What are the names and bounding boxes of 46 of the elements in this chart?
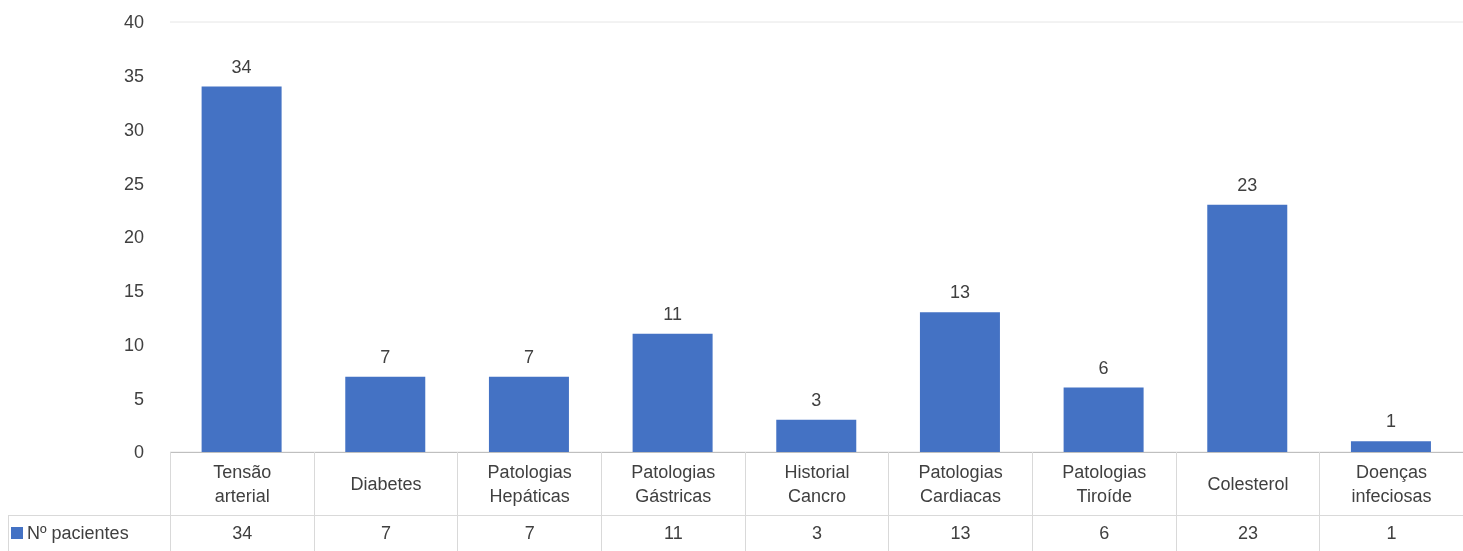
y-tick-label: 20 [123, 227, 144, 248]
x-tick-label: Doenças infeciosas [1319, 452, 1463, 516]
annotation: 7 [380, 346, 391, 367]
data-label: 3 [745, 515, 889, 551]
data-label: 23 [1176, 515, 1320, 551]
data-label: 11 [601, 515, 746, 551]
bar [919, 312, 1000, 452]
annotation: 3 [811, 389, 822, 410]
y-tick-label: 0 [133, 442, 144, 463]
data-label: 34 [170, 515, 315, 551]
annotation: 11 [663, 303, 682, 324]
bar [776, 419, 857, 452]
x-tick-label: Patologias Tiroíde [1032, 452, 1177, 516]
data-label: 6 [1032, 515, 1177, 551]
data-label: 13 [888, 515, 1033, 551]
x-tick-label: Historial Cancro [745, 452, 889, 516]
data-label: 1 [1319, 515, 1463, 551]
y-tick-label: 10 [123, 334, 144, 355]
bar [1350, 441, 1431, 452]
y-tick-label: 40 [123, 12, 144, 33]
y-tick-label: 30 [123, 119, 144, 140]
bar [632, 333, 713, 452]
annotation: 23 [1237, 174, 1258, 195]
y-tick-label: 15 [123, 281, 144, 302]
data-label: 7 [314, 515, 458, 551]
x-tick-label: Tensão arterial [170, 452, 315, 516]
legend-label: Nº pacientes [27, 523, 129, 543]
annotation: 13 [949, 282, 970, 303]
annotation: 1 [1385, 411, 1396, 432]
annotation: 6 [1098, 357, 1109, 378]
x-tick-label: Patologias Cardiacas [888, 452, 1033, 516]
y-tick-label: 35 [123, 66, 144, 87]
data-label: 7 [457, 515, 602, 551]
annotation: 7 [523, 346, 534, 367]
bar [201, 86, 282, 452]
x-tick-label: Patologias Gástricas [601, 452, 746, 516]
bar [488, 376, 569, 452]
bar [1063, 387, 1144, 452]
bar [1207, 204, 1288, 452]
y-tick-label: 5 [133, 388, 144, 409]
y-tick-label: 25 [123, 173, 144, 194]
x-tick-label: Colesterol [1176, 452, 1320, 516]
x-tick-label: Patologias Hepáticas [457, 452, 602, 516]
x-tick-label: Diabetes [314, 452, 458, 516]
bar [345, 376, 426, 452]
annotation: 34 [231, 56, 252, 77]
